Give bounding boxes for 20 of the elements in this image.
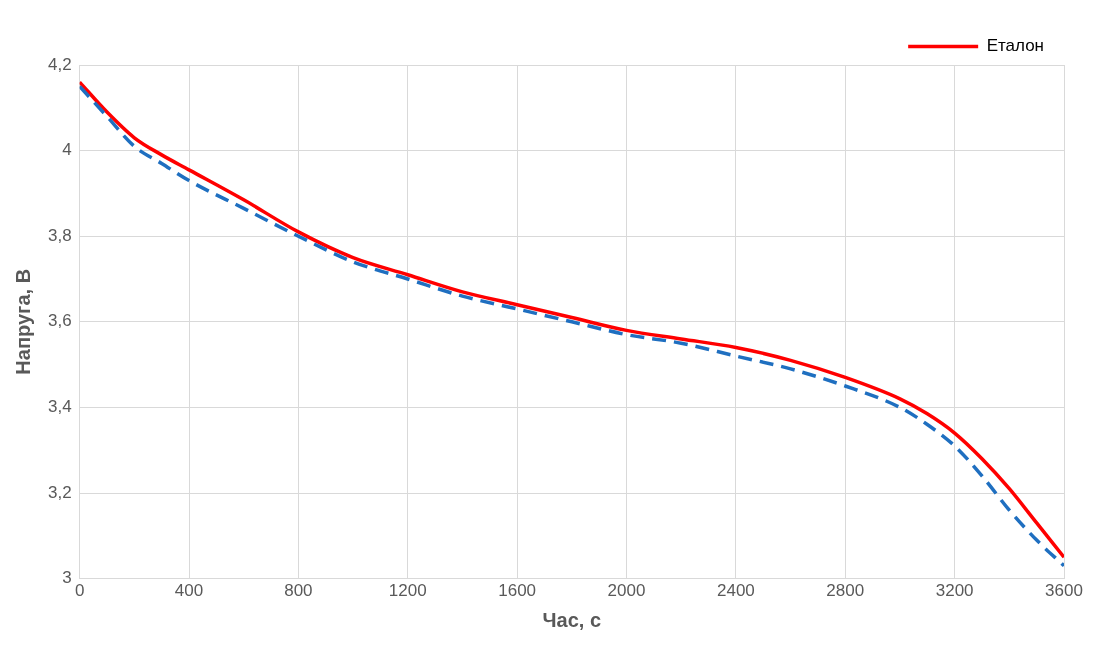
x-tick-label: 400	[174, 581, 204, 601]
y-tick-label: 3,6	[47, 311, 72, 331]
x-tick-label: 2000	[607, 581, 646, 601]
x-tick-label: 2800	[826, 581, 865, 601]
x-tick-label: 1600	[498, 581, 537, 601]
y-tick-label: 4,2	[47, 54, 72, 74]
y-tick-label: 3,8	[47, 225, 72, 245]
x-axis-title: Час, с	[542, 608, 602, 631]
y-axis-title: Напруга, В	[11, 268, 34, 375]
y-tick-label: 3	[62, 568, 72, 588]
x-tick-label: 800	[284, 581, 313, 601]
legend-label: Еталон	[986, 36, 1044, 56]
x-tick-label: 3200	[935, 581, 974, 601]
y-tick-label: 3,2	[47, 482, 72, 502]
x-tick-label: 2400	[716, 581, 755, 601]
x-tick-label: 3600	[1045, 581, 1083, 601]
y-tick-label: 4	[62, 140, 72, 160]
x-tick-label: 1200	[388, 581, 427, 601]
x-tick-label: 0	[74, 581, 85, 601]
y-tick-label: 3,4	[47, 397, 72, 417]
